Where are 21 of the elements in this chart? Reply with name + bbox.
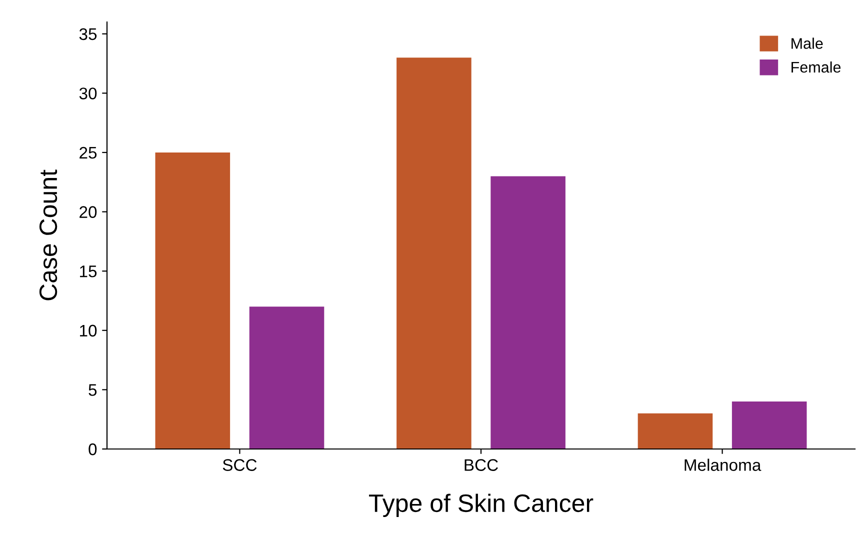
y-tick-label: 35 bbox=[79, 28, 97, 40]
y-tick-label: 0 bbox=[88, 443, 97, 456]
legend-label: Male bbox=[792, 38, 823, 49]
x-tick-label: Melanoma bbox=[684, 458, 762, 471]
x-tick-label: BCC bbox=[464, 459, 498, 471]
y-tick-label: 15 bbox=[80, 266, 97, 278]
legend-label: Female bbox=[792, 61, 841, 73]
x-tick-label: SCC bbox=[222, 459, 257, 471]
y-tick-label: 25 bbox=[80, 146, 97, 159]
bar bbox=[249, 306, 324, 449]
x-axis-title: Type of Skin Cancer bbox=[369, 494, 594, 518]
bar bbox=[732, 402, 807, 449]
y-tick-label: 5 bbox=[88, 384, 97, 396]
y-axis-title: Case Count bbox=[39, 170, 58, 300]
y-tick-label: 30 bbox=[79, 88, 97, 100]
y-tick-label: 20 bbox=[80, 206, 97, 218]
bar bbox=[155, 152, 230, 449]
bar bbox=[638, 413, 713, 449]
bar bbox=[490, 176, 566, 449]
bar bbox=[396, 58, 472, 449]
y-tick-label: 10 bbox=[80, 324, 97, 337]
